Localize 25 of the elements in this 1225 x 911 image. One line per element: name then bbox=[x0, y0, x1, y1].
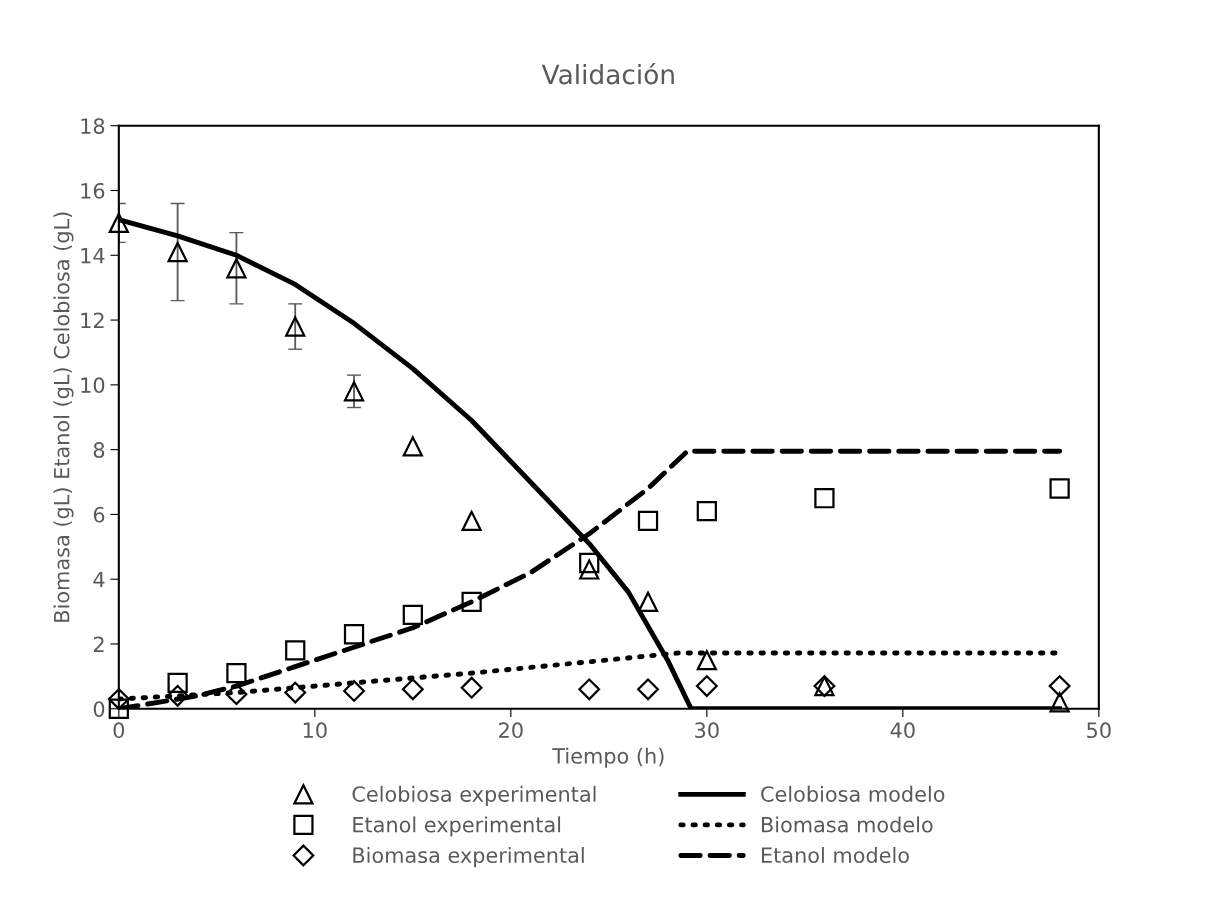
y-tick-label: 0 bbox=[93, 701, 105, 717]
legend-label: Etanol experimental bbox=[353, 816, 561, 837]
x-tick-label: 20 bbox=[499, 722, 523, 739]
legend-label: Biomasa experimental bbox=[353, 846, 584, 868]
y-tick-label: 18 bbox=[81, 118, 105, 134]
y-tick-label: 2 bbox=[93, 636, 104, 652]
y-tick-label: 4 bbox=[93, 571, 105, 588]
x-tick-label: 40 bbox=[890, 722, 915, 739]
y-tick-label: 14 bbox=[81, 248, 105, 264]
legend-label: Biomasa modelo bbox=[762, 816, 933, 833]
x-tick-label: 30 bbox=[695, 722, 719, 739]
x-axis-title: Tiempo (h) bbox=[552, 747, 664, 768]
y-tick-label: 16 bbox=[81, 182, 105, 199]
x-tick-label: 10 bbox=[303, 722, 327, 739]
y-tick-label: 12 bbox=[81, 312, 104, 328]
y-axis-title: Biomasa (gL) Etanol (gL) Celobiosa (gL) bbox=[53, 212, 74, 622]
legend-label: Etanol modelo bbox=[762, 846, 909, 864]
y-tick-label: 8 bbox=[93, 442, 105, 458]
y-tick-label: 6 bbox=[93, 506, 105, 523]
x-tick-label: 50 bbox=[1087, 722, 1111, 739]
y-tick-label: 10 bbox=[81, 377, 105, 394]
legend-label: Celobiosa modelo bbox=[761, 785, 945, 802]
chart-title: Validación bbox=[541, 62, 674, 85]
x-tick-label: 0 bbox=[113, 722, 125, 739]
legend-label: Celobiosa experimental bbox=[352, 785, 596, 806]
